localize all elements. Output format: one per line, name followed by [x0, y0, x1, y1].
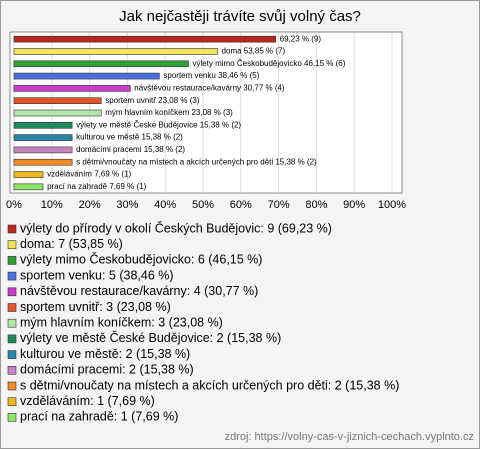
legend-label: doma: 7 (53,85 %): [20, 237, 123, 251]
x-tick-label: 80%: [305, 199, 327, 211]
legend-label: výlety do přírody v okolí Českých Budějo…: [20, 220, 332, 235]
data-label: sportem venku 38,46 % (5): [163, 71, 259, 80]
legend-swatch: [7, 256, 17, 265]
x-tick-label: 100%: [378, 199, 406, 211]
bar: [13, 60, 189, 68]
bar: [13, 72, 160, 80]
legend-label: s dětmi/vnoučaty na místech a akcích urč…: [20, 378, 399, 392]
x-tick-label: 60%: [230, 199, 252, 211]
data-label: vzděláváním 7,69 % (1): [47, 170, 131, 179]
source: zdroj: https://volny-cas-v-jiznich-cecha…: [225, 431, 474, 443]
data-label: kulturou ve městě 15,38 % (2): [76, 133, 183, 142]
chart-title: Jak nejčastěji trávíte svůj volný čas?: [119, 8, 361, 25]
legend-label: kulturou ve městě: 2 (15,38 %): [20, 347, 190, 361]
x-tick-label: 50%: [192, 199, 214, 211]
legend-swatch: [7, 318, 17, 328]
bar: [13, 97, 102, 104]
bar: [13, 146, 73, 154]
x-tick-label: 90%: [343, 199, 365, 211]
bar: [13, 85, 131, 92]
legend-swatch: [7, 287, 17, 297]
legend-label: sportem uvnitř: 3 (23,08 %): [20, 300, 171, 314]
legend-swatch: [7, 381, 17, 391]
bar: [13, 122, 73, 129]
legend-swatch: [7, 350, 17, 359]
data-label: výlety ve městě České Budějovice 15,38 %…: [76, 120, 241, 129]
bar: [13, 48, 218, 55]
data-label: domácími pracemi 15,38 % (2): [76, 145, 185, 154]
x-tick-label: 0%: [6, 199, 22, 211]
bar: [13, 183, 44, 191]
legend-label: vzděláváním: 1 (7,69 %): [20, 394, 155, 408]
legend-swatch: [7, 365, 17, 375]
data-label: výlety mimo Českobudějovicko 46,15 % (6): [192, 59, 345, 68]
data-label: doma 53,85 % (7): [222, 47, 286, 56]
legend-swatch: [7, 240, 17, 249]
legend-label: prací na zahradě: 1 (7,69 %): [20, 410, 178, 424]
bar: [13, 171, 44, 178]
x-tick-label: 30%: [116, 199, 138, 211]
legend-label: mým hlavním koníčkem: 3 (23,08 %): [20, 315, 223, 329]
bar: [13, 134, 73, 141]
legend-label: výlety ve městě České Budějovice: 2 (15,…: [20, 330, 281, 345]
data-label: 69,23 % (9): [280, 34, 322, 43]
legend-swatch: [7, 413, 17, 422]
data-label: sportem uvnitř 23,08 % (3): [105, 96, 200, 105]
legend-swatch: [7, 397, 17, 407]
bar: [13, 158, 73, 166]
data-label: návštěvou restaurace/kavárny 30,77 % (4): [134, 83, 285, 92]
legend-label: návštěvou restaurace/kavárny: 4 (30,77 %…: [20, 284, 258, 298]
x-tick-label: 10%: [41, 199, 63, 211]
x-tick-label: 70%: [268, 199, 290, 211]
legend-label: domácími pracemi: 2 (15,38 %): [20, 363, 194, 377]
data-label: prací na zahradě 7,69 % (1): [47, 182, 147, 191]
x-tick-label: 20%: [79, 199, 101, 211]
data-label: s dětmi/vnoučaty na místech a akcích urč…: [76, 157, 317, 166]
x-tick-label: 40%: [154, 199, 176, 211]
legend-swatch: [7, 224, 17, 234]
bar: [13, 35, 276, 43]
legend-label: sportem venku: 5 (38,46 %): [20, 268, 174, 282]
legend-label: výlety mimo Českobudějovicko: 6 (46,15 %…: [20, 252, 262, 267]
bar: [13, 109, 102, 117]
legend-swatch: [7, 334, 17, 344]
legend-swatch: [7, 271, 17, 281]
data-label: mým hlavním koníčkem 23,08 % (3): [105, 108, 233, 117]
legend-swatch: [7, 303, 17, 312]
